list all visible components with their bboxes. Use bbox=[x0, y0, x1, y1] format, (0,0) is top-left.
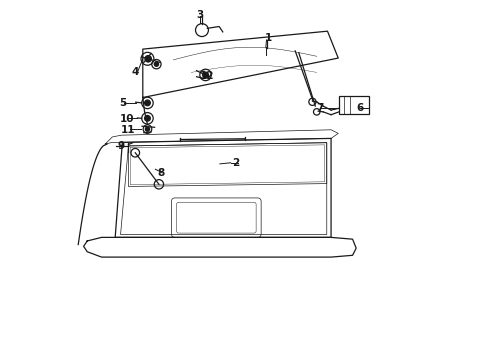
Text: 10: 10 bbox=[120, 114, 134, 124]
FancyBboxPatch shape bbox=[172, 198, 261, 237]
FancyBboxPatch shape bbox=[176, 202, 256, 233]
Circle shape bbox=[146, 127, 149, 131]
Circle shape bbox=[145, 116, 150, 121]
Text: 6: 6 bbox=[356, 103, 364, 113]
Text: 8: 8 bbox=[157, 168, 164, 178]
FancyBboxPatch shape bbox=[339, 96, 369, 114]
Text: 9: 9 bbox=[118, 141, 125, 151]
Text: 12: 12 bbox=[200, 71, 215, 81]
Circle shape bbox=[154, 62, 159, 66]
Text: 4: 4 bbox=[132, 67, 139, 77]
Circle shape bbox=[203, 72, 208, 78]
Text: 11: 11 bbox=[121, 125, 136, 135]
Text: 3: 3 bbox=[196, 10, 204, 20]
Text: 7: 7 bbox=[317, 103, 324, 113]
Circle shape bbox=[145, 55, 151, 62]
Text: 1: 1 bbox=[265, 33, 272, 43]
Circle shape bbox=[145, 100, 150, 106]
Text: 2: 2 bbox=[232, 158, 240, 168]
Text: 5: 5 bbox=[120, 98, 127, 108]
